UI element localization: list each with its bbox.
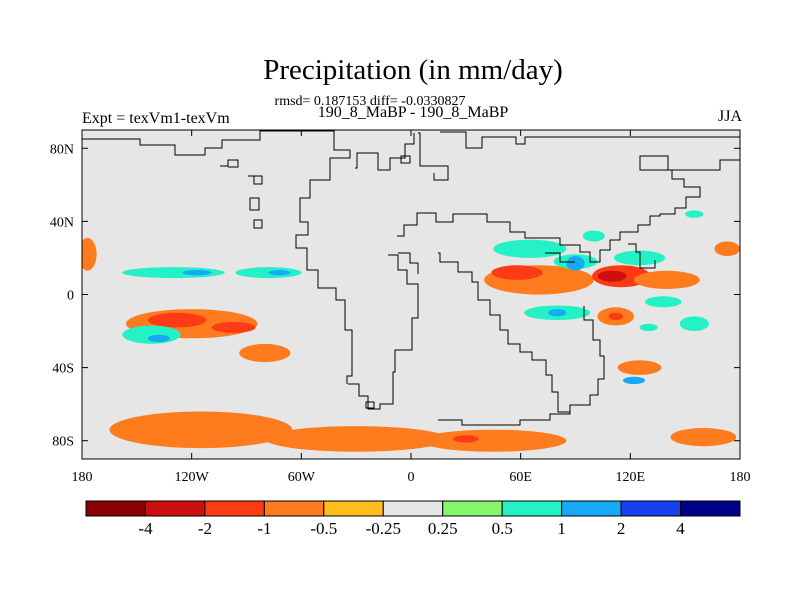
contour-region-33	[679, 316, 709, 332]
colorbar-swatch-0	[85, 500, 146, 517]
colorbar-label-3: -0.5	[310, 519, 337, 538]
chart-subtitle: rmsd= 0.187153 diff= -0.0330827	[274, 94, 466, 109]
colorbar-swatch-8	[561, 500, 622, 517]
contour-region-5	[109, 411, 293, 449]
colorbar-swatch-3	[263, 500, 325, 517]
contour-regions	[82, 210, 740, 452]
contour-region-2	[147, 312, 207, 328]
x-tick-label-2: 60W	[288, 470, 316, 485]
contour-region-31	[548, 309, 567, 317]
contour-region-11	[491, 265, 543, 280]
contour-region-35	[623, 376, 645, 385]
y-tick-label-0: 80N	[50, 142, 74, 157]
colorbar-swatch-4	[323, 500, 384, 517]
contour-region-16	[608, 312, 623, 321]
contour-region-9	[670, 428, 737, 447]
colorbar-swatch-1	[144, 500, 206, 517]
contour-region-17	[617, 360, 662, 375]
colorbar-label-4: -0.25	[366, 519, 401, 538]
contour-region-8	[453, 435, 479, 443]
contour-region-4	[239, 343, 291, 363]
contour-region-34	[639, 323, 658, 332]
contour-region-14	[634, 270, 700, 289]
colorbar-label-9: 4	[676, 519, 685, 538]
x-tick-label-3: 0	[408, 470, 415, 485]
x-tick-label-4: 60E	[509, 470, 532, 485]
experiment-label: Expt = texVm1-texVm	[82, 110, 230, 127]
y-tick-label-1: 40N	[50, 215, 74, 230]
x-tick-label-5: 120E	[616, 470, 646, 485]
contour-region-7	[420, 429, 567, 452]
y-tick-label-4: 80S	[52, 435, 74, 450]
contour-region-27	[566, 256, 585, 271]
colorbar-label-8: 2	[617, 519, 626, 538]
map-axes: 180 120W 60W 0 60E 120E 180 80N 40N 0 40S 80S	[50, 130, 751, 485]
colorbar-label-1: -2	[198, 519, 212, 538]
colorbar-swatch-7	[501, 500, 563, 517]
season-label: JJA	[717, 108, 742, 125]
colorbar-label-6: 0.5	[492, 519, 513, 538]
contour-region-13	[597, 270, 627, 282]
colorbar: -4 -2 -1 -0.5 -0.25 0.25 0.5 1 2 4	[85, 500, 741, 538]
colorbar-swatch-6	[442, 500, 503, 517]
contour-region-29	[582, 230, 605, 242]
colorbar-swatch-10	[680, 500, 741, 517]
y-tick-label-2: 0	[67, 289, 74, 304]
contour-region-25	[493, 239, 567, 258]
chart-title: Precipitation (in mm/day)	[263, 54, 563, 86]
colorbar-label-2: -1	[257, 519, 271, 538]
contour-region-32	[644, 296, 682, 308]
contour-region-0	[82, 237, 97, 271]
x-tick-label-6: 180	[730, 470, 751, 485]
colorbar-label-5: 0.25	[428, 519, 458, 538]
colorbar-swatch-2	[204, 500, 265, 517]
contour-region-18	[714, 241, 740, 257]
x-tick-label-1: 120W	[175, 470, 210, 485]
contour-region-19	[122, 267, 225, 279]
contour-region-3	[211, 321, 256, 333]
colorbar-label-0: -4	[138, 519, 153, 538]
y-tick-label-3: 40S	[52, 362, 74, 377]
case-label: 190_8_MaBP - 190_8_MaBP	[317, 104, 509, 121]
contour-region-6	[264, 426, 448, 452]
colorbar-swatch-5	[382, 500, 444, 517]
colorbar-swatch-9	[620, 500, 682, 517]
contour-region-22	[268, 269, 291, 276]
x-tick-label-0: 180	[72, 470, 93, 485]
contour-region-36	[685, 210, 704, 218]
colorbar-label-7: 1	[557, 519, 566, 538]
coastlines	[82, 130, 740, 426]
contour-region-21	[182, 269, 212, 276]
map-background	[82, 130, 740, 459]
contour-region-24	[147, 334, 170, 343]
